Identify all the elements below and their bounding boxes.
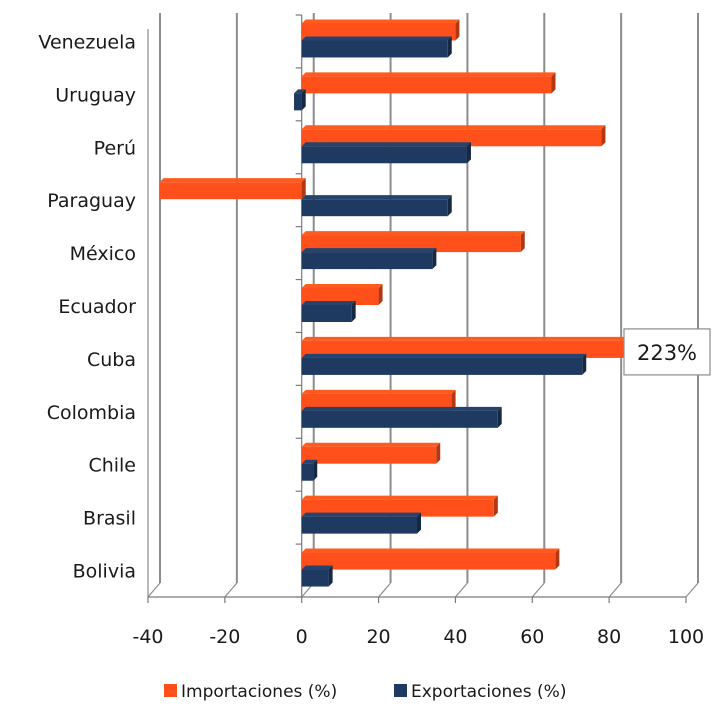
callout-box-cuba: 223% <box>623 328 711 376</box>
bar-chile-importaciones <box>301 442 441 464</box>
gridline-floor-0 <box>147 582 161 598</box>
bar-peru-importaciones <box>301 125 606 147</box>
bar-colombia-importaciones <box>301 389 456 411</box>
x-tick-label-7: 100 <box>668 626 704 648</box>
gridline-floor-6 <box>608 582 622 598</box>
bar-cuba-exportaciones <box>301 353 587 375</box>
bar-paraguay-importaciones <box>159 178 306 200</box>
category-label-cuba: Cuba <box>87 349 136 371</box>
x-tick-label-1: -20 <box>209 626 240 648</box>
gridline-floor-5 <box>531 582 545 598</box>
bar-colombia-exportaciones <box>301 406 502 428</box>
legend-swatch <box>394 684 407 697</box>
category-label-peru: Perú <box>94 137 136 159</box>
bar-bolivia-exportaciones <box>301 565 333 587</box>
legend-item-exportaciones: Exportaciones (%) <box>394 682 566 702</box>
category-label-venezuela: Venezuela <box>38 31 136 53</box>
bar-uruguay-exportaciones <box>294 89 306 111</box>
category-labels: Bolivia Brasil Chile Colombia Cuba Ecuador Méx… <box>38 31 136 582</box>
bar-paraguay-exportaciones <box>301 195 452 217</box>
x-tick-label-3: 20 <box>366 626 390 648</box>
x-tick-label-0: -40 <box>132 626 163 648</box>
callout-annotation: 223% <box>623 328 711 376</box>
category-label-brasil: Brasil <box>83 508 136 530</box>
bar-chile-exportaciones <box>301 459 318 481</box>
legend-label: Exportaciones (%) <box>411 682 566 702</box>
x-tick-label-6: 80 <box>597 626 621 648</box>
category-label-chile: Chile <box>88 455 136 477</box>
bar-uruguay-importaciones <box>301 72 556 94</box>
gridline-floor-1 <box>224 582 238 598</box>
category-label-colombia: Colombia <box>47 402 136 424</box>
bar-ecuador-importaciones <box>301 284 383 305</box>
bar-cuba-importaciones <box>301 336 628 358</box>
category-label-bolivia: Bolivia <box>73 561 136 583</box>
bars <box>159 19 628 587</box>
bar-brasil-importaciones <box>301 495 498 517</box>
x-tick-label-2: 0 <box>296 626 308 648</box>
x-tick-label-5: 60 <box>520 626 544 648</box>
bar-bolivia-importaciones <box>301 548 560 570</box>
bar-mexico-importaciones <box>301 231 525 253</box>
bar-venezuela-exportaciones <box>301 36 452 58</box>
legend-item-importaciones: Importaciones (%) <box>164 682 337 702</box>
category-label-ecuador: Ecuador <box>58 296 136 318</box>
gridline-floor-3 <box>378 582 392 598</box>
bar-ecuador-exportaciones <box>301 301 356 322</box>
bar-venezuela-importaciones <box>301 19 460 41</box>
gridline-floor-4 <box>454 582 468 598</box>
bar-brasil-exportaciones <box>301 512 421 534</box>
callout-label: 223% <box>637 341 697 365</box>
tick-labels: -40 -20 0 20 40 60 80 100 <box>132 626 704 648</box>
legend-label: Importaciones (%) <box>181 682 337 702</box>
bar-mexico-exportaciones <box>301 248 437 270</box>
category-label-paraguay: Paraguay <box>47 190 136 212</box>
x-tick-label-4: 40 <box>443 626 467 648</box>
legend: Importaciones (%) Exportaciones (%) <box>164 682 566 702</box>
bar-peru-exportaciones <box>301 142 471 164</box>
legend-swatch <box>164 684 177 697</box>
category-label-mexico: México <box>70 243 136 265</box>
category-label-uruguay: Uruguay <box>55 84 136 106</box>
gridline-floor-7 <box>685 582 699 598</box>
